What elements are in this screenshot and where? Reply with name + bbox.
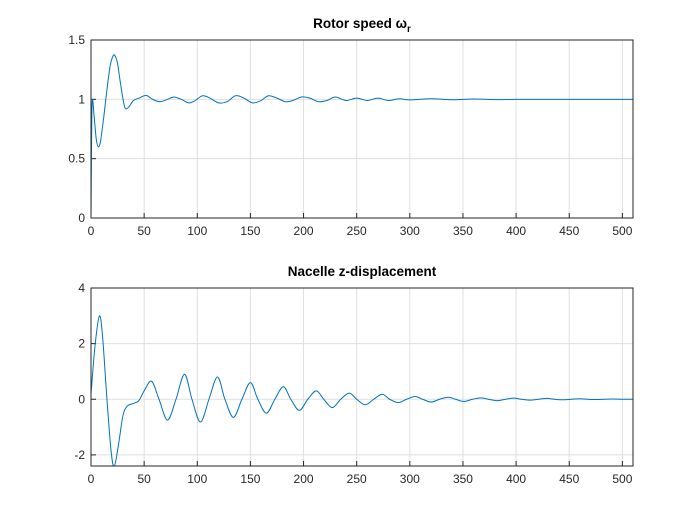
x-tick-label: 300 <box>400 472 420 486</box>
x-tick-label: 250 <box>347 224 367 238</box>
x-tick-label: 450 <box>559 472 579 486</box>
x-tick-label: 0 <box>88 472 95 486</box>
y-tick-label: 1 <box>78 92 85 106</box>
x-tick-label: 200 <box>294 472 314 486</box>
x-tick-label: 400 <box>506 472 526 486</box>
x-tick-label: 50 <box>137 224 151 238</box>
x-tick-label: 200 <box>294 224 314 238</box>
data-line <box>91 54 633 218</box>
x-tick-label: 150 <box>240 472 260 486</box>
title-text: Nacelle z-displacement <box>288 264 437 279</box>
chart-title: Rotor speed ωr <box>313 16 411 35</box>
y-tick-label: 0 <box>78 211 85 225</box>
x-tick-label: 100 <box>187 224 207 238</box>
y-tick-label: 0.5 <box>68 152 85 166</box>
x-tick-label: 500 <box>612 472 632 486</box>
x-tick-label: 0 <box>88 224 95 238</box>
x-tick-label: 500 <box>612 224 632 238</box>
axes: 0 50 100 150 200 250 300 350 400 450 500-2024Nacel… <box>74 264 634 486</box>
plot-area <box>91 288 633 466</box>
plot-area <box>91 40 633 218</box>
chart-title: Nacelle z-displacement <box>288 264 437 279</box>
x-tick-label: 100 <box>187 472 207 486</box>
axes-box <box>90 287 634 467</box>
y-tick-label: -2 <box>74 448 85 462</box>
axes-box <box>90 39 634 219</box>
x-tick-label: 250 <box>347 472 367 486</box>
data-line <box>91 315 633 466</box>
x-tick-label: 50 <box>137 472 151 486</box>
x-tick-label: 400 <box>506 224 526 238</box>
y-tick-label: 1.5 <box>68 33 85 47</box>
title-subscript: r <box>407 24 411 35</box>
title-text: Rotor speed ω <box>313 16 407 31</box>
y-tick-label: 2 <box>78 337 85 351</box>
y-tick-label: 4 <box>78 281 85 295</box>
x-tick-label: 350 <box>453 224 473 238</box>
x-tick-label: 450 <box>559 224 579 238</box>
y-tick-label: 0 <box>78 392 85 406</box>
x-tick-label: 350 <box>453 472 473 486</box>
x-tick-label: 150 <box>240 224 260 238</box>
axes: 0 50 100 150 200 250 300 350 400 450 500 0 0.5 1 1.5 Ro… <box>68 16 634 238</box>
x-tick-label: 300 <box>400 224 420 238</box>
